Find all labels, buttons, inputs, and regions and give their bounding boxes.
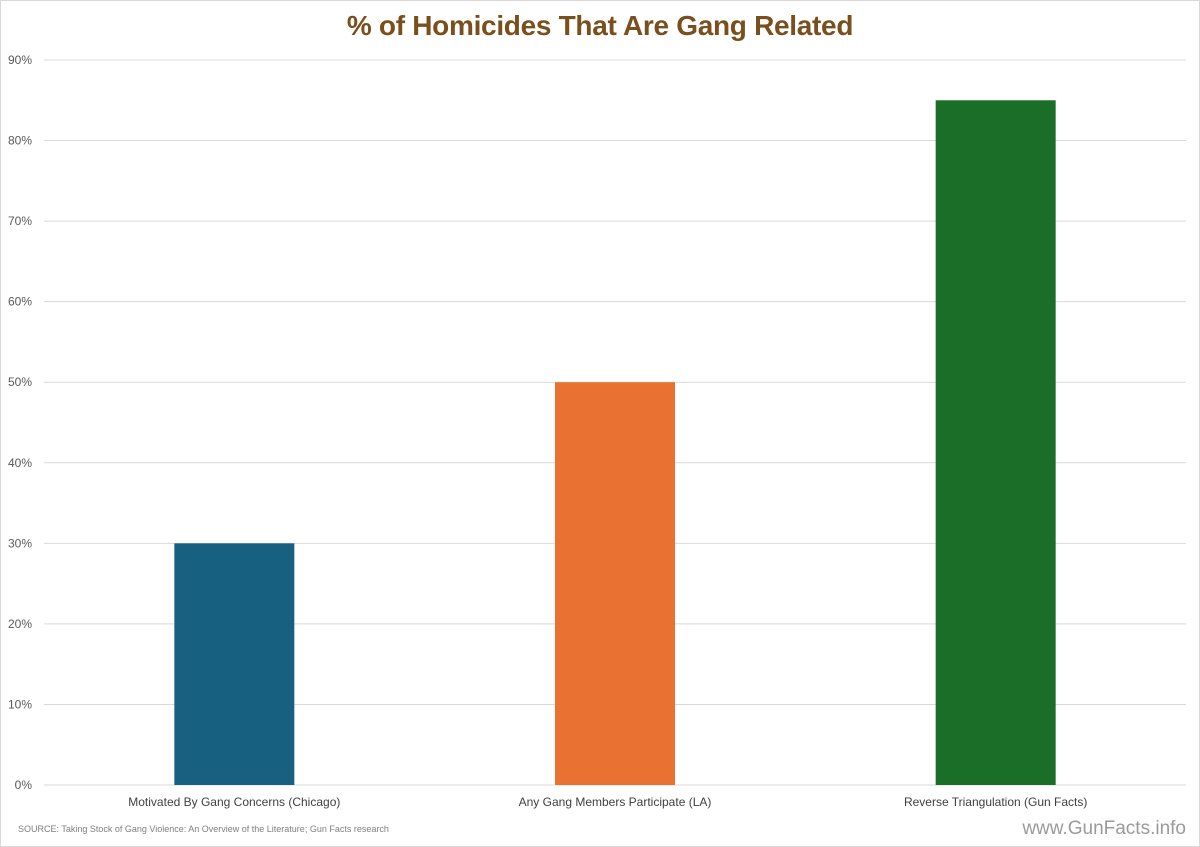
y-tick-label: 80% xyxy=(8,134,32,148)
bar xyxy=(174,543,295,785)
x-tick-label: Any Gang Members Participate (LA) xyxy=(519,795,712,809)
bars xyxy=(174,100,1056,786)
x-tick-label: Reverse Triangulation (Gun Facts) xyxy=(904,795,1087,809)
y-tick-label: 50% xyxy=(8,375,32,389)
y-tick-label: 0% xyxy=(15,778,33,792)
x-tick-label: Motivated By Gang Concerns (Chicago) xyxy=(128,795,340,809)
y-tick-label: 70% xyxy=(8,214,32,228)
y-tick-label: 10% xyxy=(8,697,32,711)
y-tick-label: 40% xyxy=(8,456,32,470)
y-tick-label: 90% xyxy=(8,53,32,67)
chart-title: % of Homicides That Are Gang Related xyxy=(346,10,854,41)
bar xyxy=(555,382,675,785)
source-note: SOURCE: Taking Stock of Gang Violence: A… xyxy=(18,824,389,834)
y-tick-label: 20% xyxy=(8,617,32,631)
y-tick-label: 60% xyxy=(8,295,32,309)
x-axis-labels: Motivated By Gang Concerns (Chicago) Any … xyxy=(128,795,1087,809)
watermark: www.GunFacts.info xyxy=(1022,818,1186,839)
bar xyxy=(935,100,1056,786)
y-tick-label: 30% xyxy=(8,536,32,550)
y-axis-labels: 0% 10% 20% 30% 40% 50% 60% 70% 80% 90% xyxy=(8,53,32,792)
